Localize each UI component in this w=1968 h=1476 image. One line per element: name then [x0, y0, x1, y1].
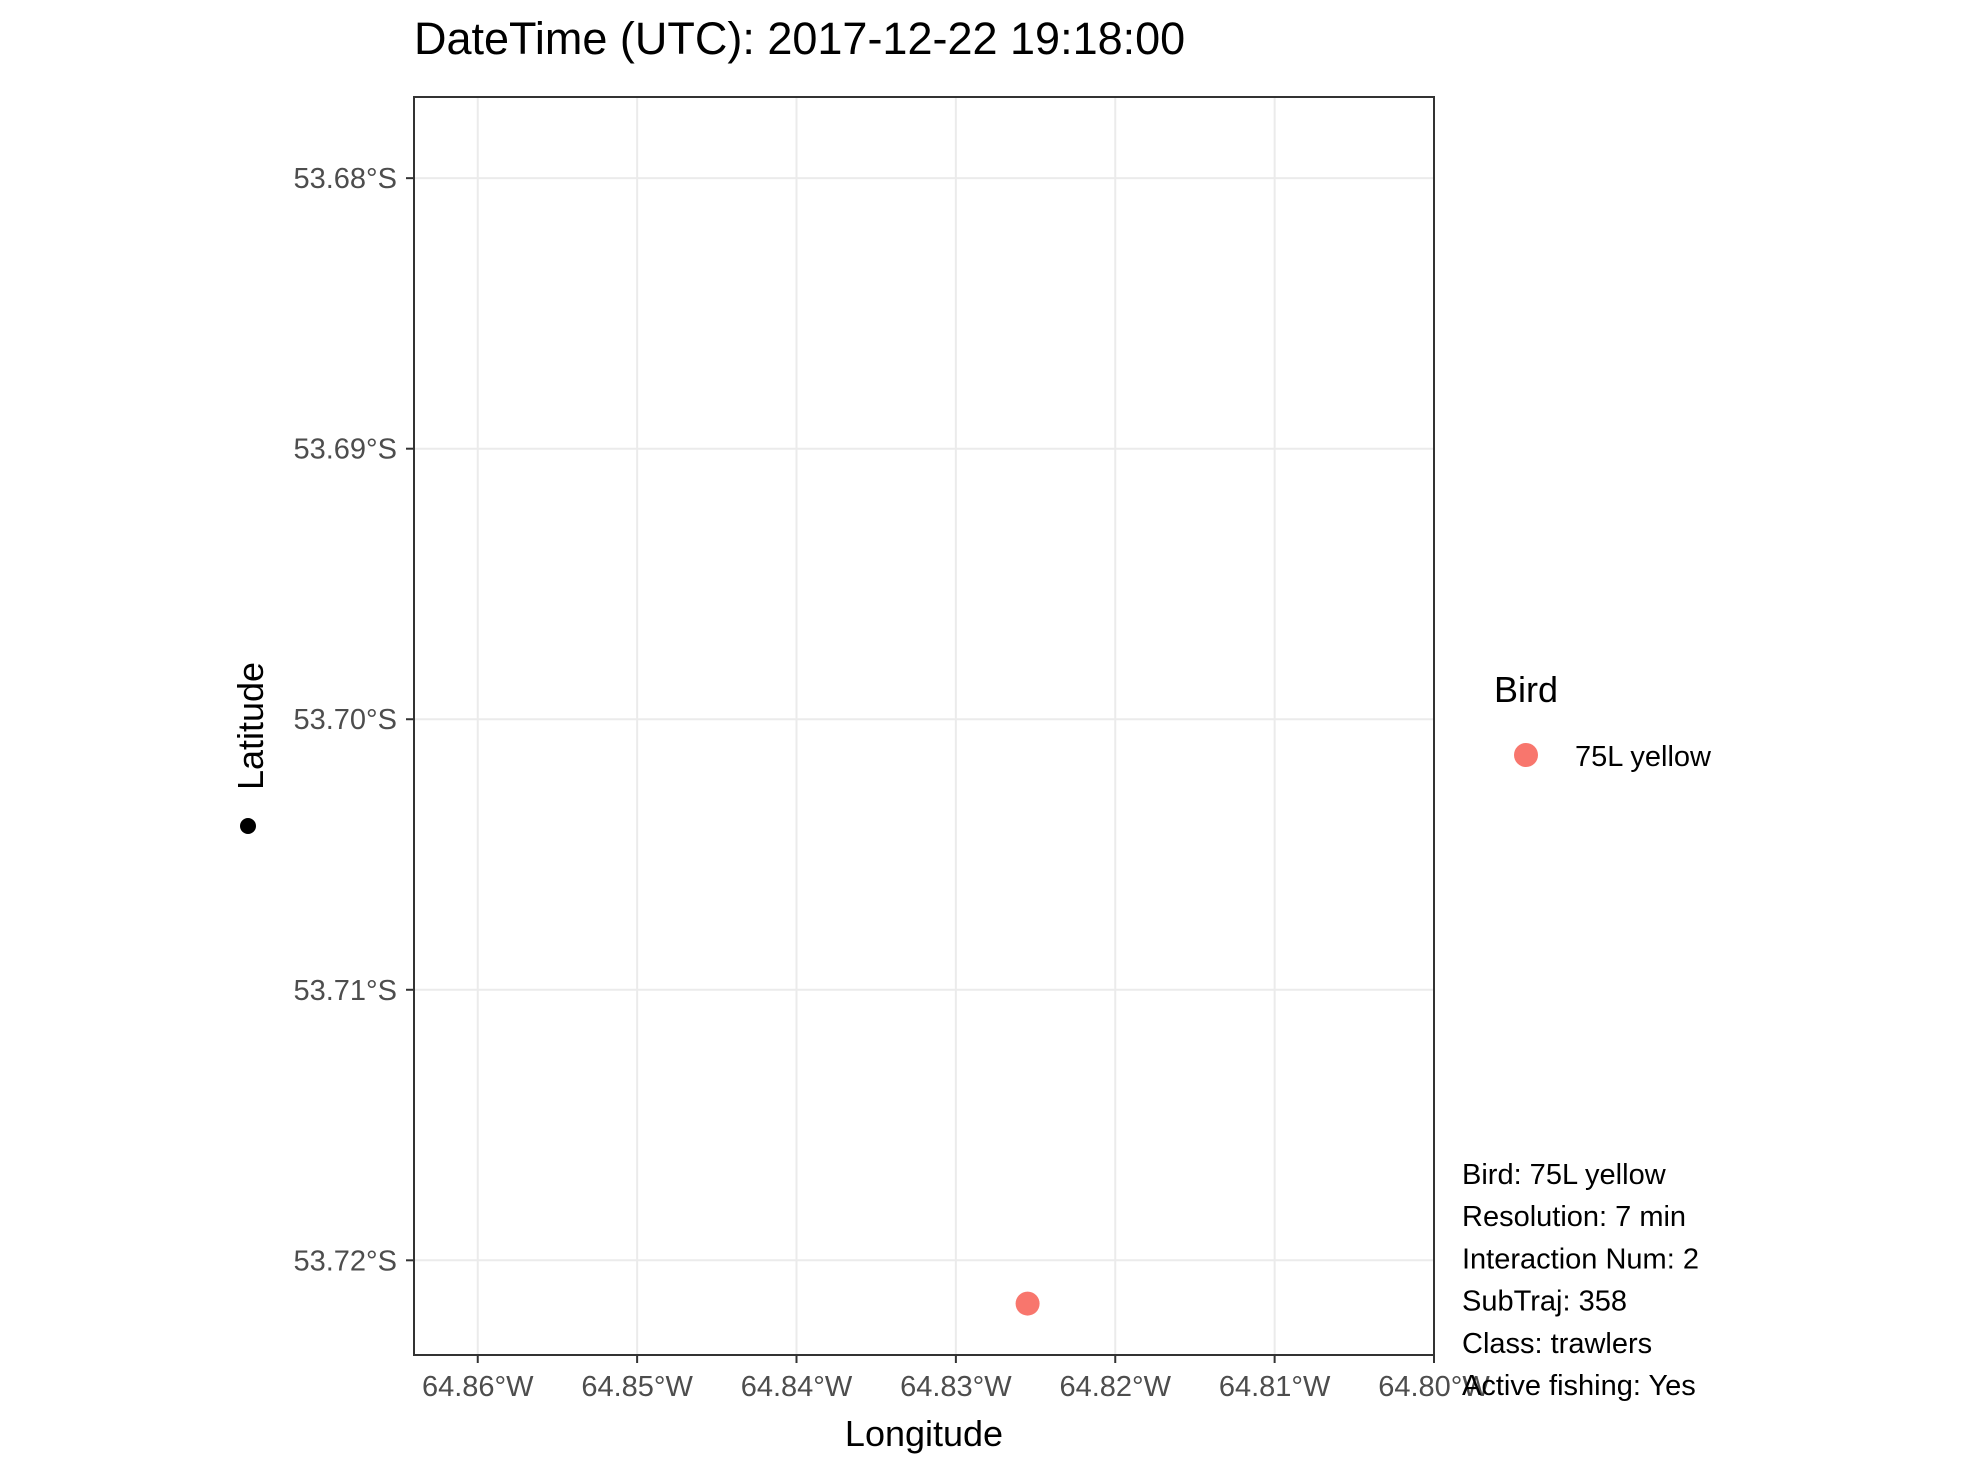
y-axis: 53.68°S 53.69°S 53.70°S 53.71°S 53.72°S [293, 163, 414, 1277]
legend-label: 75L yellow [1575, 741, 1712, 773]
info-line: Active fishing: Yes [1462, 1370, 1696, 1402]
x-axis-title: Longitude [845, 1413, 1003, 1454]
x-axis: 64.86°W 64.85°W 64.84°W 64.83°W 64.82°W 64.81… [422, 1355, 1490, 1403]
x-tick-label: 64.82°W [1059, 1371, 1171, 1403]
info-line: SubTraj: 358 [1462, 1286, 1627, 1318]
info-annotation: Bird: 75L yellow Resolution: 7 min Interac… [1462, 1159, 1699, 1402]
x-tick-label: 64.85°W [581, 1371, 693, 1403]
y-tick-label: 53.72°S [293, 1245, 397, 1277]
info-line: Interaction Num: 2 [1462, 1243, 1699, 1275]
y-axis-title-dot-icon [240, 818, 256, 834]
y-tick-label: 53.69°S [293, 434, 397, 466]
legend: 75L yellow [1514, 741, 1712, 773]
x-tick-label: 64.84°W [741, 1371, 853, 1403]
plot-border [413, 96, 1435, 1356]
info-line: Resolution: 7 min [1462, 1201, 1686, 1233]
legend-title: Bird [1494, 669, 1558, 710]
chart-title: DateTime (UTC): 2017-12-22 19:18:00 [414, 13, 1185, 64]
x-tick-label: 64.81°W [1219, 1371, 1331, 1403]
plot-panel [414, 97, 1434, 1355]
data-point [1015, 1291, 1040, 1316]
info-line: Bird: 75L yellow [1462, 1159, 1667, 1191]
y-tick-label: 53.70°S [293, 704, 397, 736]
y-tick-label: 53.71°S [293, 975, 397, 1007]
legend-key [1514, 743, 1538, 767]
y-axis-title: Latitude [230, 662, 271, 790]
y-tick-label: 53.68°S [293, 163, 397, 195]
x-tick-label: 64.83°W [900, 1371, 1012, 1403]
data-points [1015, 1291, 1040, 1316]
info-line: Class: trawlers [1462, 1328, 1652, 1360]
x-tick-label: 64.86°W [422, 1371, 534, 1403]
x-tick-label: 64.80°W [1378, 1371, 1490, 1403]
